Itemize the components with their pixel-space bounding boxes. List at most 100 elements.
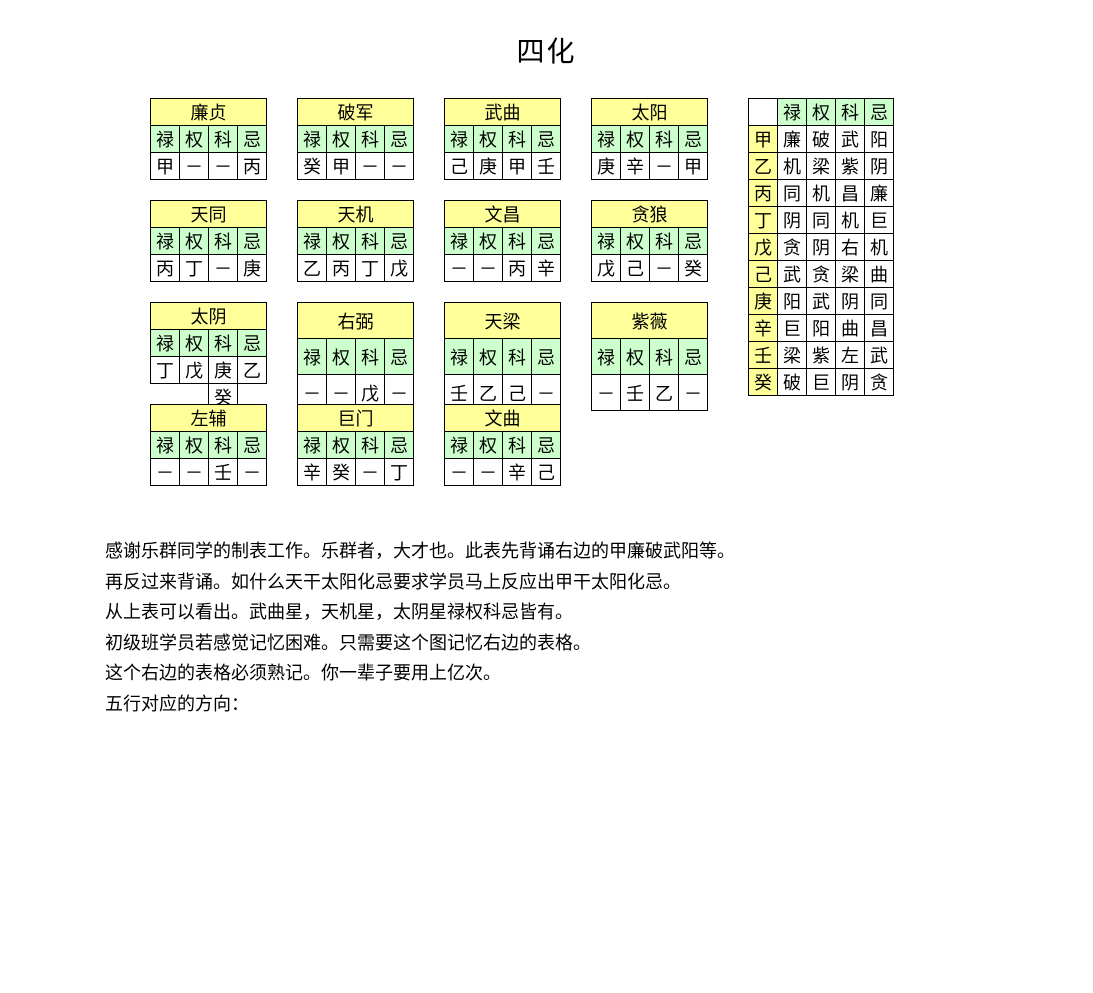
col-header: 权 <box>327 228 356 255</box>
cell: 乙 <box>650 375 679 411</box>
cell: 阴 <box>865 153 894 180</box>
paragraph-block: 感谢乐群同学的制表工作。乐群者，大才也。此表先背诵右边的甲廉破武阳等。 再反过来… <box>0 506 1093 720</box>
cell: 贪 <box>778 234 807 261</box>
col-header: 忌 <box>532 339 561 375</box>
cell: 机 <box>836 207 865 234</box>
cell: 贪 <box>807 261 836 288</box>
col-header: 科 <box>209 228 238 255</box>
star-table: 廉贞 禄 权 科 忌 甲 － － 丙 <box>150 98 267 180</box>
cell: 壬 <box>209 459 238 486</box>
paragraph: 这个右边的表格必须熟记。你一辈子要用上亿次。 <box>105 658 1093 689</box>
cell: 辛 <box>298 459 327 486</box>
cell: 机 <box>865 234 894 261</box>
col-header: 禄 <box>445 228 474 255</box>
col-header: 科 <box>503 339 532 375</box>
star-table: 右弼 禄 权 科 忌 － － 戊 － <box>297 302 414 411</box>
col-header: 忌 <box>385 228 414 255</box>
col-header: 禄 <box>592 126 621 153</box>
cell: 辛 <box>532 255 561 282</box>
row-header: 甲 <box>749 126 778 153</box>
cell: 阳 <box>865 126 894 153</box>
star-table: 贪狼 禄 权 科 忌 戊 己 － 癸 <box>591 200 708 282</box>
cell: 紫 <box>836 153 865 180</box>
cell: 破 <box>778 369 807 396</box>
col-header: 忌 <box>385 432 414 459</box>
col-header: 权 <box>180 330 209 357</box>
col-header: 禄 <box>298 339 327 375</box>
cell: 丙 <box>327 255 356 282</box>
cell: 巨 <box>865 207 894 234</box>
cell: 破 <box>807 126 836 153</box>
star-table: 太阳 禄 权 科 忌 庚 辛 － 甲 <box>591 98 708 180</box>
cell: 昌 <box>836 180 865 207</box>
star-table: 太阴 禄 权 科 忌 丁 戊 庚 乙 <box>150 302 267 411</box>
star-table: 天机 禄 权 科 忌 乙 丙 丁 戊 <box>297 200 414 282</box>
cell: 梁 <box>807 153 836 180</box>
cell: 梁 <box>778 342 807 369</box>
col-header: 科 <box>209 432 238 459</box>
cell: 曲 <box>865 261 894 288</box>
col-header: 科 <box>836 99 865 126</box>
cell: － <box>445 459 474 486</box>
star-name: 破军 <box>298 99 414 126</box>
row-header: 癸 <box>749 369 778 396</box>
star-table: 武曲 禄 权 科 忌 己 庚 甲 壬 <box>444 98 561 180</box>
cell: － <box>180 153 209 180</box>
star-table: 巨门 禄 权 科 忌 辛 癸 － 丁 <box>297 404 414 486</box>
cell: 廉 <box>865 180 894 207</box>
col-header: 科 <box>209 126 238 153</box>
cell: 辛 <box>621 153 650 180</box>
star-name: 天机 <box>298 201 414 228</box>
star-name: 右弼 <box>298 303 414 339</box>
cell: 武 <box>807 288 836 315</box>
paragraph: 从上表可以看出。武曲星，天机星，太阴星禄权科忌皆有。 <box>105 597 1093 628</box>
cell: 阴 <box>836 288 865 315</box>
star-table: 左辅 禄 权 科 忌 － － 壬 － <box>150 404 267 486</box>
page-title: 四化 <box>0 30 1093 70</box>
cell: 甲 <box>151 153 180 180</box>
col-header: 权 <box>621 339 650 375</box>
col-header: 禄 <box>298 432 327 459</box>
col-header: 禄 <box>298 228 327 255</box>
row-header: 丙 <box>749 180 778 207</box>
col-header: 权 <box>180 432 209 459</box>
cell: 庚 <box>474 153 503 180</box>
row-header: 庚 <box>749 288 778 315</box>
grid-row: 太阴 禄 权 科 忌 丁 戊 庚 乙 <box>150 302 738 411</box>
col-header: 忌 <box>532 228 561 255</box>
col-header: 禄 <box>445 432 474 459</box>
cell: 己 <box>621 255 650 282</box>
cell: 己 <box>445 153 474 180</box>
star-table: 文曲 禄 权 科 忌 － － 辛 己 <box>444 404 561 486</box>
star-table: 破军 禄 权 科 忌 癸 甲 － － <box>297 98 414 180</box>
cell: － <box>474 459 503 486</box>
cell: 壬 <box>532 153 561 180</box>
col-header: 科 <box>650 126 679 153</box>
cell: 戊 <box>180 357 209 384</box>
grid-row: 廉贞 禄 权 科 忌 甲 － － 丙 破军 <box>150 98 738 180</box>
row-header: 丁 <box>749 207 778 234</box>
cell: － <box>356 153 385 180</box>
cell: 丁 <box>356 255 385 282</box>
cell: 丙 <box>151 255 180 282</box>
cell: 乙 <box>298 255 327 282</box>
section-title: 五行对应的方向： <box>105 689 1093 720</box>
col-header: 忌 <box>238 432 267 459</box>
star-name: 太阳 <box>592 99 708 126</box>
cell: 右 <box>836 234 865 261</box>
col-header: 忌 <box>238 330 267 357</box>
star-name: 左辅 <box>151 405 267 432</box>
col-header: 忌 <box>679 126 708 153</box>
cell: 辛 <box>503 459 532 486</box>
cell: 庚 <box>238 255 267 282</box>
cell: － <box>151 459 180 486</box>
cell: － <box>474 255 503 282</box>
col-header: 权 <box>180 228 209 255</box>
cell: 丁 <box>180 255 209 282</box>
star-name: 紫薇 <box>592 303 708 339</box>
cell: 庚 <box>209 357 238 384</box>
cell: 巨 <box>807 369 836 396</box>
row-header: 辛 <box>749 315 778 342</box>
grid-row: 天同 禄 权 科 忌 丙 丁 － 庚 天机 <box>150 200 738 282</box>
col-header: 权 <box>474 228 503 255</box>
